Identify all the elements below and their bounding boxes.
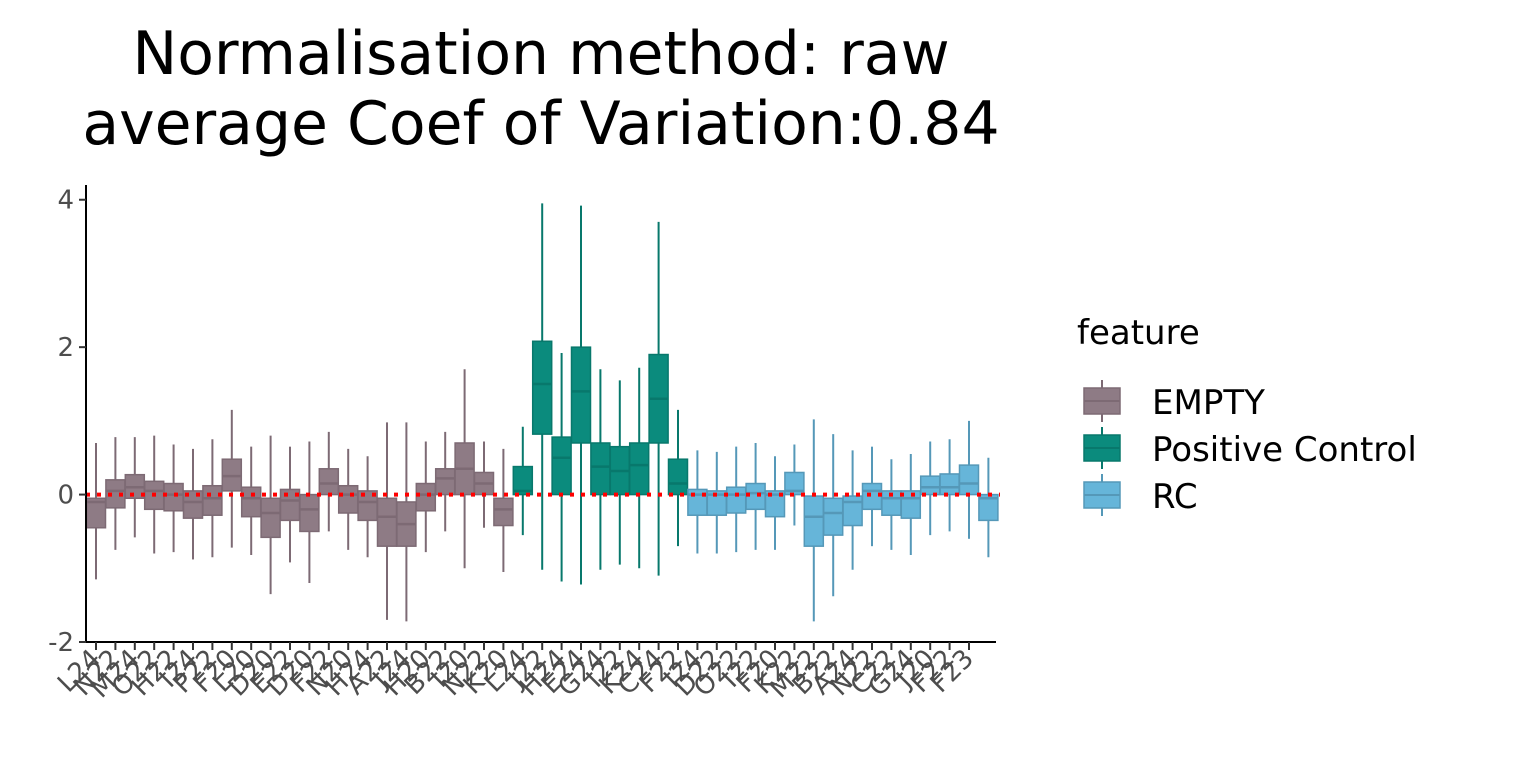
box-38: [822, 434, 844, 597]
box-42: [900, 454, 922, 556]
box-28: [628, 367, 650, 569]
box-body: [493, 497, 514, 527]
box-body: [570, 346, 592, 444]
box-43: [919, 441, 941, 536]
box-body: [725, 486, 747, 514]
box-29: [648, 221, 669, 576]
box-37: [803, 419, 825, 622]
box-24: [551, 353, 572, 582]
box-body: [415, 482, 437, 512]
box-1: [105, 437, 126, 550]
box-body: [939, 473, 960, 496]
box-23: [531, 203, 553, 570]
box-body: [784, 471, 805, 496]
box-body: [590, 442, 611, 496]
box-13: [337, 448, 359, 550]
box-body: [531, 340, 553, 435]
box-body: [376, 497, 398, 547]
box-36: [784, 444, 805, 526]
box-26: [590, 369, 611, 570]
box-body: [318, 468, 340, 496]
legend-item-2: RC: [1083, 474, 1198, 517]
box-31: [687, 450, 708, 554]
box-8: [240, 446, 262, 556]
box-15: [376, 422, 398, 620]
box-30: [667, 409, 689, 547]
box-22: [512, 426, 534, 536]
box-10: [279, 446, 301, 563]
box-body: [900, 490, 922, 519]
box-body: [202, 484, 223, 516]
legend-title: feature: [1077, 313, 1200, 353]
legend: feature EMPTY Positive Control RC: [1077, 313, 1417, 517]
chart-title: Normalisation method: raw average Coef o…: [82, 19, 999, 159]
box-40: [861, 446, 883, 547]
y-tick-label: 2: [57, 333, 74, 363]
box-body: [299, 493, 320, 533]
chart-title-line-2: average Coef of Variation:0.84: [82, 89, 999, 159]
y-tick-label: 0: [57, 481, 74, 511]
box-body: [958, 464, 980, 496]
box-41: [881, 459, 902, 550]
box-12: [318, 431, 340, 532]
box-7: [221, 409, 243, 548]
legend-item-1: Positive Control: [1083, 427, 1417, 470]
box-body: [628, 442, 650, 496]
box-body: [551, 436, 572, 496]
box-body: [667, 458, 689, 496]
y-tick-label: 4: [57, 186, 74, 216]
box-body: [919, 475, 941, 496]
box-4: [163, 444, 184, 553]
box-14: [357, 456, 378, 558]
box-18: [434, 431, 456, 532]
box-21: [493, 448, 514, 572]
chart-title-line-1: Normalisation method: raw: [132, 19, 949, 89]
box-body: [512, 465, 534, 496]
plot-area: -2024L24N22M24O22H22I24P22F20L20D20E22D2…: [48, 185, 1000, 704]
box-46: [978, 457, 999, 558]
box-body: [163, 482, 184, 512]
box-body: [260, 497, 281, 539]
box-body: [822, 497, 844, 536]
box-0: [85, 442, 107, 580]
box-44: [939, 439, 960, 532]
box-17: [415, 441, 437, 553]
legend-label: RC: [1152, 477, 1198, 517]
box-body: [337, 484, 359, 514]
box-11: [299, 441, 320, 584]
box-39: [842, 450, 863, 570]
legend-label: EMPTY: [1152, 383, 1265, 423]
box-27: [609, 380, 631, 565]
box-45: [958, 420, 980, 539]
box-19: [454, 369, 475, 569]
box-9: [260, 435, 281, 595]
box-body: [240, 486, 262, 518]
y-tick-label: -2: [48, 628, 74, 658]
box-5: [182, 448, 204, 560]
box-20: [473, 441, 495, 528]
box-16: [396, 422, 417, 622]
legend-label: Positive Control: [1152, 430, 1417, 470]
box-32: [706, 451, 728, 554]
box-35: [764, 456, 786, 550]
box-6: [202, 439, 223, 558]
legend-item-0: EMPTY: [1083, 380, 1265, 423]
box-body: [803, 495, 825, 547]
box-33: [725, 446, 747, 553]
box-25: [570, 205, 592, 585]
box-body: [842, 495, 863, 527]
box-body: [434, 468, 456, 496]
box-2: [124, 437, 146, 538]
box-body: [764, 490, 786, 518]
